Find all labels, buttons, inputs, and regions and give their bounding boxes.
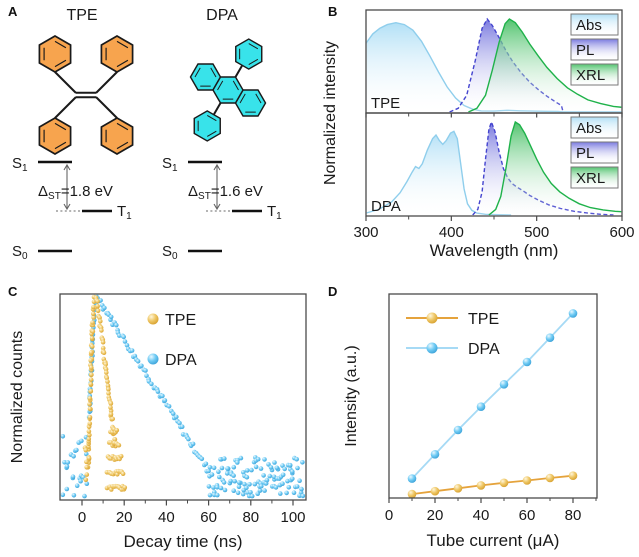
tpe-molecule (38, 35, 134, 155)
panel-d-canvas: Intensity (a.u.) TPE DPA 0 20 40 60 80 Tube … (343, 293, 598, 550)
tpe-s1-label: S1 (12, 155, 28, 174)
spectra-DPA (366, 119, 622, 216)
panel-d: D Intensity (a.u.) TPE DPA 0 20 40 60 80 Tub… (320, 280, 639, 557)
d-y-axis-label: Intensity (a.u.) (343, 345, 360, 446)
svg-text:0: 0 (385, 507, 393, 524)
svg-text:40: 40 (158, 509, 175, 526)
tpe-legend-marker (426, 312, 438, 324)
c-y-axis-label: Normalized counts (9, 331, 26, 464)
c-frame (59, 293, 307, 501)
tpe-energy-diagram: S1 ΔST=1.8 eV T1 S0 (12, 155, 132, 262)
panel-b: B Normalized intensity TPE DPA Abs PL XR… (320, 0, 639, 280)
svg-text:80: 80 (565, 507, 582, 524)
dpa-delta-st: ΔST=1.6 eV (188, 183, 263, 202)
svg-text:40: 40 (473, 507, 490, 524)
d-x-axis-label: Tube current (μA) (427, 531, 560, 550)
panel-c: C Normalized counts TPE DPA 0 20 40 60 80 100… (0, 280, 320, 557)
b-y-axis-label: Normalized intensity (322, 41, 339, 185)
tpe-current-series (407, 471, 578, 499)
panel-a-canvas: TPE DPA (12, 7, 282, 262)
tpe-legend-marker (147, 313, 159, 325)
c-decay-scatter (60, 294, 306, 499)
dpa-energy-diagram: S1 ΔST=1.6 eV T1 S0 (162, 155, 282, 262)
panel-b-canvas: Normalized intensity TPE DPA Abs PL XRL … (322, 9, 635, 260)
svg-text:600: 600 (609, 224, 634, 241)
panel-a-label: A (8, 4, 18, 19)
spectra-TPE (366, 17, 622, 113)
svg-text:400: 400 (439, 224, 464, 241)
svg-text:100: 100 (280, 509, 305, 526)
d-legend: TPE DPA (406, 311, 500, 358)
svg-text:500: 500 (524, 224, 549, 241)
abs-legend-label: Abs (576, 17, 602, 34)
tpe-t1-label: T1 (117, 203, 132, 222)
tpe-legend-label: TPE (468, 311, 499, 328)
panel-b-label: B (328, 4, 338, 19)
svg-text:80: 80 (242, 509, 259, 526)
b-top-legend: Abs PL XRL (570, 13, 619, 86)
tpe-title: TPE (66, 7, 97, 24)
c-x-axis-label: Decay time (ns) (123, 532, 242, 551)
svg-text:20: 20 (116, 509, 133, 526)
d-axis-ticks: 0 20 40 60 80 (385, 498, 597, 524)
tpe-s0-label: S0 (12, 243, 28, 262)
c-legend: TPE DPA (147, 312, 197, 369)
d-frame (388, 293, 598, 499)
xrl-legend-label: XRL (576, 170, 605, 187)
panel-c-label: C (8, 284, 18, 299)
xrl-legend-label: XRL (576, 67, 605, 84)
svg-text:300: 300 (353, 224, 378, 241)
b-spectra-plots (366, 17, 622, 216)
svg-text:60: 60 (200, 509, 217, 526)
dpa-legend-marker (426, 342, 438, 354)
c-axis-ticks: 0 20 40 60 80 100 (78, 500, 306, 526)
b-dpa-subplot-label: DPA (371, 198, 401, 215)
dpa-s0-label: S0 (162, 243, 178, 262)
tpe-legend-label: TPE (165, 312, 196, 329)
tpe-decay-points (82, 294, 128, 492)
tpe-delta-st: ΔST=1.8 eV (38, 183, 113, 202)
b-x-axis-label: Wavelength (nm) (430, 241, 559, 260)
dpa-legend-label: DPA (468, 341, 500, 358)
abs-legend-label: Abs (576, 120, 602, 137)
pl-legend-label: PL (576, 42, 594, 59)
dpa-legend-marker (147, 353, 159, 365)
pl-legend-label: PL (576, 145, 594, 162)
dpa-title: DPA (206, 7, 238, 24)
dpa-molecule (186, 34, 270, 146)
dpa-s1-label: S1 (162, 155, 178, 174)
svg-text:60: 60 (519, 507, 536, 524)
svg-text:20: 20 (427, 507, 444, 524)
dpa-t1-label: T1 (267, 203, 282, 222)
panel-a: A TPE DPA (0, 0, 320, 280)
dpa-current-series (407, 309, 578, 483)
d-line-series (407, 309, 578, 499)
svg-text:0: 0 (78, 509, 86, 526)
dpa-legend-label: DPA (165, 352, 197, 369)
b-tpe-subplot-label: TPE (371, 95, 400, 112)
b-bottom-legend: Abs PL XRL (570, 116, 619, 189)
panel-c-canvas: Normalized counts TPE DPA 0 20 40 60 80 100 D… (9, 293, 307, 551)
b-axis-ticks: 300 400 500 600 (353, 113, 635, 241)
panel-d-label: D (328, 284, 338, 299)
